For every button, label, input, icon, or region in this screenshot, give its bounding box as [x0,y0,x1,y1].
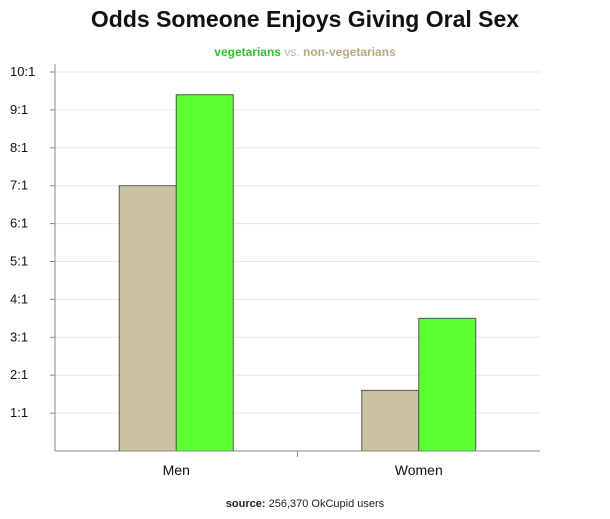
bar-vegetarians-men [175,94,234,452]
y-tick-label: 9:1 [10,102,28,117]
y-tick-label: 4:1 [10,291,28,306]
bar-non-vegetarians-men [118,185,177,452]
legend-vs: vs. [284,45,300,59]
y-tick-label: 3:1 [10,329,28,344]
source-text: 256,370 OkCupid users [268,498,385,510]
bars [118,94,477,452]
bar-non-vegetarians-women [361,389,420,452]
y-tick-label: 7:1 [10,178,28,193]
axis-labels: 1:1 2:1 3:1 4:1 5:1 6:1 7:1 8:1 9:1 10:1 Men Women [10,64,443,478]
legend-non-vegetarians: non-vegetarians [303,45,396,59]
y-tick-label: 2:1 [10,367,28,382]
chart-title: Odds Someone Enjoys Giving Oral Sex [90,6,520,32]
source-label: source: [225,498,266,510]
y-tick-label: 8:1 [10,140,28,155]
x-tick-label: Men [163,462,190,478]
bar-vegetarians-women [418,317,477,452]
legend-vegetarians: vegetarians [214,45,281,59]
y-tick-label: 6:1 [10,216,28,231]
y-tick-label: 10:1 [10,64,35,79]
x-tick-label: Women [395,462,443,478]
axes [50,64,540,457]
y-tick-label: 1:1 [10,405,28,420]
chart-subtitle: vegetarians vs. non-vegetarians [0,45,610,59]
y-tick-label: 5:1 [10,254,28,269]
source-note: source: 256,370 OkCupid users [0,498,610,510]
